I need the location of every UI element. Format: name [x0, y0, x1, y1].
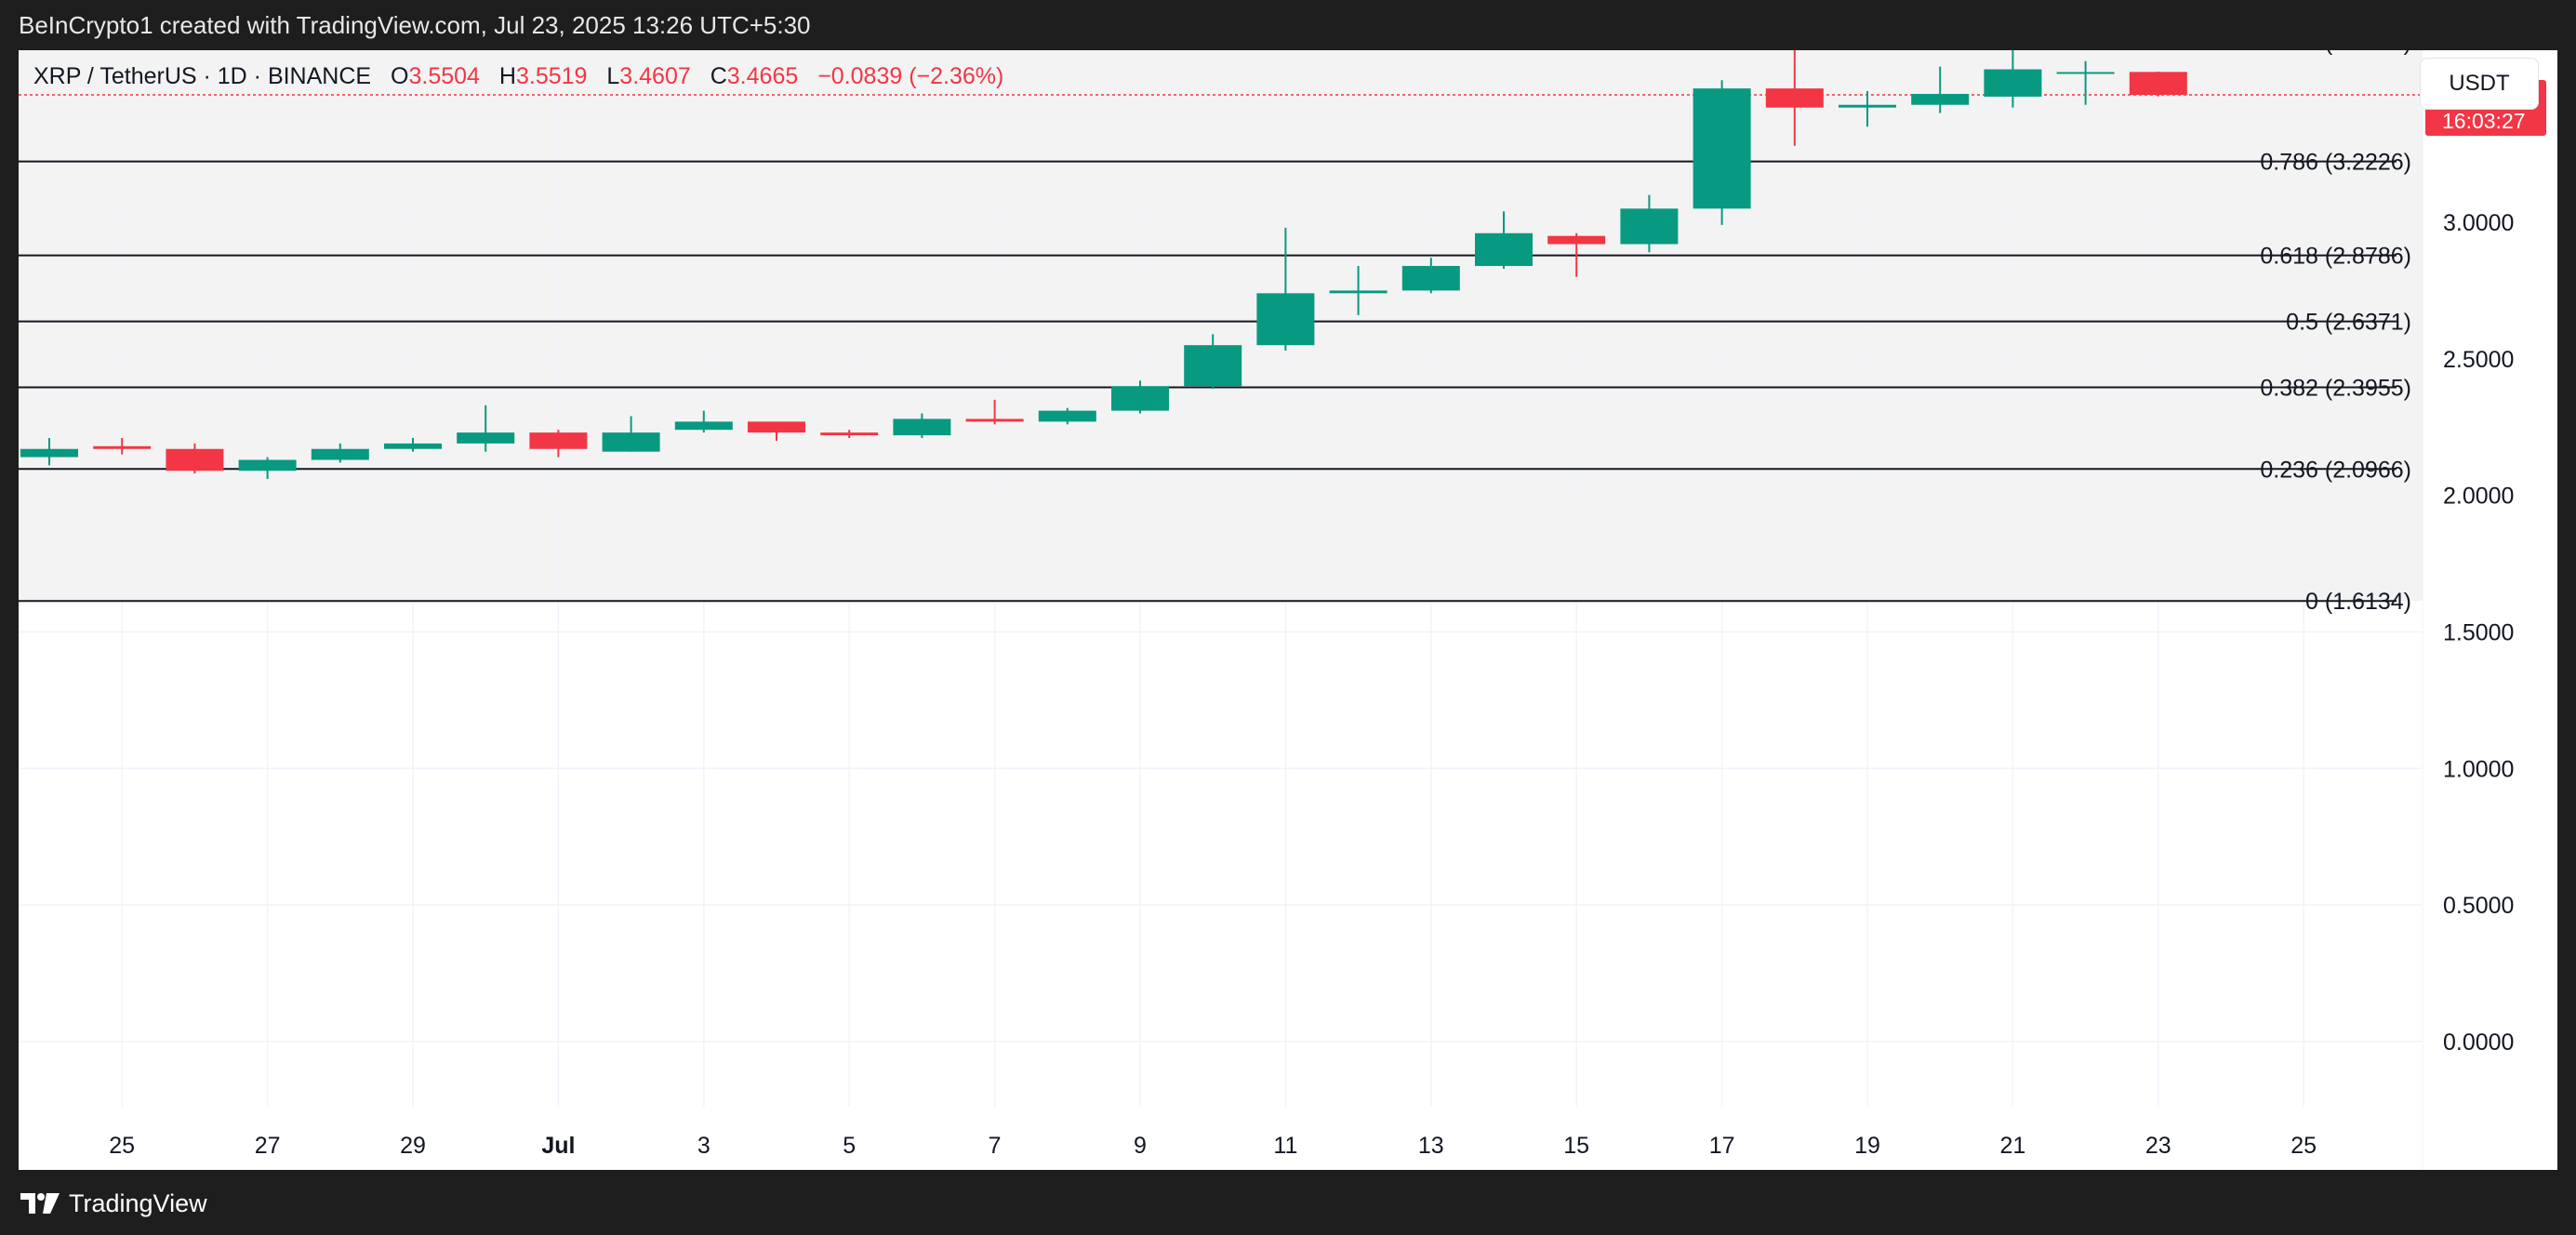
candle-body[interactable]	[1475, 232, 1533, 266]
y-tick-label-5: 0.5000	[2443, 893, 2514, 919]
fib-level-label-2: 0.618 (2.8786)	[2260, 244, 2411, 270]
candle-body[interactable]	[602, 432, 660, 452]
candle-body[interactable]	[1547, 235, 1606, 245]
x-tick-label-3: Jul	[541, 1133, 575, 1159]
candle-body[interactable]	[1620, 208, 1679, 245]
fib-retracement-band	[19, 50, 2423, 602]
candle-body[interactable]	[238, 459, 297, 471]
candle-body[interactable]	[1111, 386, 1169, 411]
x-tick-label-10: 15	[1563, 1133, 1589, 1159]
close-value: 3.4665	[726, 63, 799, 89]
candle-body[interactable]	[1693, 88, 1751, 209]
candle-body[interactable]	[1911, 93, 1970, 105]
change-value: −0.0839 (−2.36%)	[817, 63, 1004, 89]
fib-level-label-0: 1 (3.6607)	[2305, 50, 2411, 56]
x-tick-label-4: 3	[697, 1133, 710, 1159]
footer-bar: TradingView	[0, 1170, 2576, 1235]
y-tick-label-6: 0.0000	[2443, 1029, 2514, 1056]
low-key: L	[606, 63, 620, 89]
close-key: C	[710, 63, 727, 89]
candle-body[interactable]	[529, 432, 588, 449]
candle-body[interactable]	[20, 448, 78, 458]
symbol-legend: XRP / TetherUS · 1D · BINANCE O3.5504 H3…	[33, 63, 1003, 90]
attribution-text: BeInCrypto1 created with TradingView.com…	[19, 11, 811, 39]
y-tick-label-2: 2.0000	[2443, 484, 2514, 510]
x-tick-label-0: 25	[109, 1133, 135, 1159]
x-tick-label-14: 23	[2145, 1133, 2171, 1159]
x-tick-label-13: 21	[1999, 1133, 2025, 1159]
low-value: 3.4607	[619, 63, 691, 89]
candle-body[interactable]	[1038, 410, 1096, 422]
x-tick-label-11: 17	[1709, 1133, 1735, 1159]
candle-body[interactable]	[1184, 345, 1242, 387]
brand-name: TradingView	[69, 1189, 207, 1217]
candle-body[interactable]	[311, 448, 369, 460]
x-tick-label-7: 9	[1134, 1133, 1147, 1159]
candle-body[interactable]	[93, 445, 152, 449]
candle-body[interactable]	[820, 432, 879, 436]
x-tick-label-6: 7	[989, 1133, 1002, 1159]
candle-body[interactable]	[1765, 88, 1824, 108]
x-tick-label-9: 13	[1418, 1133, 1444, 1159]
candle-body[interactable]	[2129, 72, 2187, 96]
x-tick-label-5: 5	[843, 1133, 856, 1159]
candle-body[interactable]	[2056, 72, 2115, 74]
y-tick-label-0: 3.0000	[2443, 210, 2514, 236]
candle-body[interactable]	[1256, 293, 1315, 346]
open-key: O	[391, 63, 409, 89]
candle-body[interactable]	[965, 418, 1024, 422]
fib-level-label-1: 0.786 (3.2226)	[2260, 150, 2411, 176]
fib-level-label-6: 0 (1.6134)	[2305, 589, 2411, 615]
open-value: 3.5504	[408, 63, 480, 89]
attribution-bar: BeInCrypto1 created with TradingView.com…	[0, 0, 2576, 50]
x-tick-label-2: 29	[400, 1133, 426, 1159]
currency-unit-button[interactable]: USDT	[2420, 58, 2539, 110]
candle-body[interactable]	[1329, 290, 1388, 294]
candle-body[interactable]	[748, 421, 805, 433]
x-tick-label-1: 27	[255, 1133, 281, 1159]
chart-panel[interactable]: 3.0000 2.5000 2.0000 1.5000 1.0000 0.5000 0.00…	[19, 50, 2557, 1170]
candle-body[interactable]	[166, 448, 224, 471]
symbol-label[interactable]: XRP / TetherUS · 1D · BINANCE	[33, 63, 372, 89]
candle-body[interactable]	[457, 432, 515, 444]
y-tick-label-3: 1.5000	[2443, 620, 2514, 646]
y-tick-label-1: 2.5000	[2443, 347, 2514, 373]
candle-body[interactable]	[674, 421, 733, 431]
candle-body[interactable]	[384, 443, 442, 449]
x-tick-label-12: 19	[1854, 1133, 1880, 1159]
high-value: 3.5519	[515, 63, 588, 89]
tradingview-logo-icon	[20, 1193, 60, 1214]
fib-level-label-4: 0.382 (2.3955)	[2260, 376, 2411, 402]
high-key: H	[498, 63, 516, 89]
x-tick-label-15: 25	[2291, 1133, 2317, 1159]
candle-body[interactable]	[893, 418, 951, 436]
bar-countdown: 16:03:27	[2442, 109, 2526, 133]
candlestick-chart[interactable]: 3.0000 2.5000 2.0000 1.5000 1.0000 0.5000 0.00…	[19, 50, 2557, 1170]
candle-body[interactable]	[1984, 69, 2042, 97]
candle-body[interactable]	[1401, 265, 1460, 291]
fib-level-label-3: 0.5 (2.6371)	[2286, 310, 2411, 336]
tradingview-brand[interactable]: TradingView	[19, 1187, 207, 1220]
candle-body[interactable]	[1839, 104, 1896, 108]
y-tick-label-4: 1.0000	[2443, 756, 2514, 782]
fib-level-label-5: 0.236 (2.0966)	[2260, 457, 2411, 483]
x-tick-label-8: 11	[1273, 1133, 1297, 1159]
